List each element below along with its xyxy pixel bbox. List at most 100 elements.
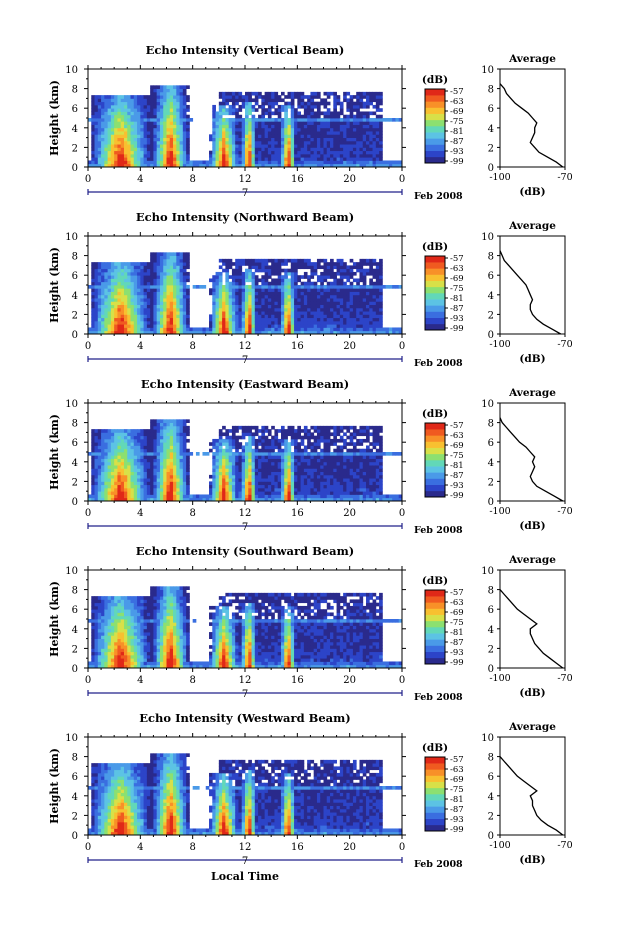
heatmap-cell	[366, 311, 370, 315]
heatmap-cell	[225, 494, 230, 499]
heatmap-cell	[287, 294, 292, 299]
colorbar-swatch	[425, 262, 445, 269]
heatmap-cell	[369, 111, 373, 116]
heatmap-cell	[359, 150, 364, 155]
heatmap-cell	[352, 108, 357, 112]
heatmap-cell	[225, 285, 230, 289]
heatmap-cell	[303, 271, 308, 276]
heatmap-cell	[346, 307, 351, 312]
heatmap-cell	[153, 124, 158, 129]
heatmap-cell	[241, 448, 246, 453]
heatmap-cell	[163, 327, 167, 332]
heatmap-cell	[287, 314, 292, 319]
heatmap-cell	[137, 118, 141, 122]
heatmap-cell	[372, 153, 377, 158]
heatmap-cell	[290, 101, 295, 106]
heatmap-cell	[274, 320, 279, 325]
heatmap-cell	[143, 314, 148, 319]
heatmap-cell	[277, 137, 282, 142]
heatmap-cell	[179, 419, 184, 423]
heatmap-cell	[330, 114, 334, 119]
heatmap-cell	[140, 481, 144, 486]
heatmap-cell	[176, 314, 180, 319]
heatmap-cell	[330, 324, 334, 328]
heatmap-cell	[349, 304, 354, 309]
heatmap-cell	[137, 474, 141, 479]
heatmap-cell	[94, 442, 99, 446]
heatmap-cell	[303, 108, 308, 112]
heatmap-cell	[153, 255, 158, 260]
heatmap-cell	[222, 461, 226, 466]
heatmap-cell	[359, 291, 364, 296]
heatmap-cell	[173, 153, 177, 158]
heatmap-cell	[258, 163, 262, 168]
heatmap-cell	[264, 262, 269, 266]
heatmap-cell	[333, 307, 337, 312]
heatmap-cell	[150, 104, 154, 109]
heatmap-cell	[159, 114, 164, 119]
heatmap-cell	[231, 301, 236, 305]
heatmap-cell	[362, 311, 367, 315]
heatmap-cell	[258, 448, 262, 453]
heatmap-cell	[372, 311, 377, 315]
heatmap-cell	[186, 147, 190, 152]
heatmap-cell	[366, 114, 370, 119]
heatmap-cell	[166, 278, 171, 283]
heatmap-cell	[120, 265, 125, 270]
heatmap-cell	[159, 134, 164, 138]
colorbar-swatch	[425, 95, 445, 102]
heatmap-cell	[349, 163, 354, 168]
heatmap-cell	[248, 121, 252, 125]
heatmap-cell	[235, 278, 239, 283]
heatmap-cell	[186, 494, 190, 499]
heatmap-cell	[356, 278, 360, 283]
colorbar-swatch	[425, 138, 445, 145]
heatmap-cell	[137, 140, 141, 145]
heatmap-cell	[261, 101, 266, 106]
heatmap-cell	[110, 144, 115, 148]
heatmap-cell	[316, 134, 321, 138]
heatmap-cell	[159, 124, 164, 129]
heatmap-cell	[287, 304, 292, 309]
heatmap-cell	[104, 474, 109, 479]
heatmap-cell	[231, 320, 236, 325]
heatmap-cell	[169, 285, 174, 289]
heatmap-cell	[271, 127, 275, 132]
heatmap-cell	[101, 314, 105, 319]
heatmap-cell	[352, 271, 357, 276]
heatmap-cell	[186, 98, 190, 103]
heatmap-cell	[179, 484, 184, 489]
heatmap-cell	[284, 127, 288, 132]
heatmap-cell	[313, 131, 318, 135]
heatmap-cell	[186, 301, 190, 305]
heatmap-cell	[320, 271, 324, 276]
heatmap-cell	[369, 271, 373, 276]
heatmap-cell	[173, 419, 177, 423]
heatmap-cell	[264, 101, 269, 106]
heatmap-cell	[352, 298, 357, 302]
heatmap-cell	[294, 95, 298, 99]
heatmap-cell	[235, 262, 239, 266]
heatmap-cell	[385, 330, 390, 335]
heatmap-cell	[369, 163, 373, 168]
heatmap-cell	[94, 324, 99, 328]
heatmap-cell	[231, 497, 236, 502]
heatmap-cell	[238, 118, 243, 122]
heatmap-cell	[258, 307, 262, 312]
heatmap-cell	[290, 104, 295, 109]
heatmap-cell	[110, 160, 115, 165]
heatmap-cell	[88, 327, 92, 332]
heatmap-cell	[156, 497, 161, 502]
heatmap-cell	[225, 301, 230, 305]
heatmap-cell	[398, 330, 403, 335]
heatmap-cell	[130, 288, 135, 292]
heatmap-cell	[137, 160, 141, 165]
y-axis-label: Height (km)	[48, 247, 61, 323]
heatmap-cell	[176, 461, 180, 466]
heatmap-cell	[271, 131, 275, 135]
heatmap-cell	[254, 330, 259, 335]
heatmap-cell	[310, 95, 315, 99]
heatmap-cell	[146, 429, 151, 433]
heatmap-cell	[267, 91, 272, 96]
heatmap-cell	[163, 294, 167, 299]
